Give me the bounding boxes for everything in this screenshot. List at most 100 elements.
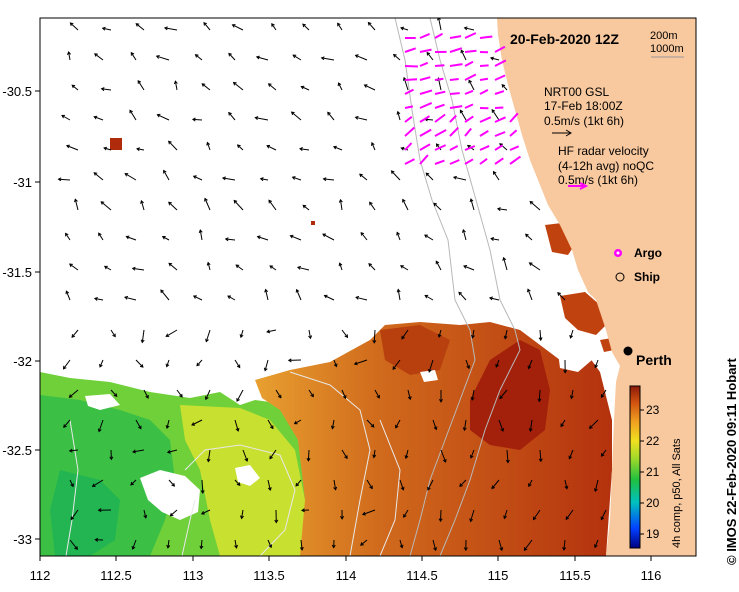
gsl-velocity-arrowhead [400, 486, 405, 491]
hf-velocity-arrow [404, 158, 415, 165]
gsl-velocity-arrowhead [205, 338, 209, 343]
gsl-velocity-arrow [438, 18, 442, 31]
gsl-velocity-arrowhead [165, 425, 170, 430]
gsl-velocity-arrow [132, 539, 137, 550]
hf-radar-velocity-arrows [404, 32, 521, 165]
gsl-velocity-arrow [395, 419, 401, 429]
gsl-velocity-arrowhead [399, 544, 404, 549]
gsl-velocity-arrow [296, 289, 302, 301]
y-tick-label: -31 [13, 175, 32, 190]
gsl-velocity-arrowhead [63, 424, 67, 429]
gsl-velocity-arrowhead [301, 508, 305, 513]
hf-velocity-arrow [434, 32, 443, 39]
hf-velocity-arrow [419, 101, 433, 109]
gsl-velocity-arrowhead [308, 335, 313, 340]
gsl-velocity-arrowhead [254, 116, 259, 120]
gsl-velocity-arrow [425, 172, 434, 181]
gsl-velocity-arrowhead [267, 83, 272, 87]
gsl-velocity-arrow [70, 22, 79, 31]
gsl-velocity-arrowhead [424, 294, 429, 299]
gsl-velocity-arrow [570, 389, 574, 399]
gsl-velocity-arrow [233, 82, 244, 91]
x-tick-label: 113.5 [253, 568, 285, 583]
gsl-velocity-arrowhead [499, 395, 503, 400]
gsl-velocity-arrow [92, 479, 104, 487]
gsl-velocity-arrow [364, 84, 376, 91]
gsl-velocity-arrowhead [198, 229, 203, 234]
hf-velocity-arrow [449, 63, 463, 67]
gsl-velocity-arrow [331, 419, 335, 429]
hf-velocity-arrow [509, 112, 519, 123]
colorbar-gradient [629, 385, 641, 549]
gsl-velocity-arrow [426, 52, 434, 61]
gsl-velocity-arrowhead [353, 361, 358, 366]
gsl-velocity-arrow [503, 257, 508, 271]
gsl-velocity-arrowhead [103, 146, 108, 151]
gsl-velocity-arrow [165, 329, 178, 337]
gsl-velocity-arrow [391, 170, 401, 181]
gsl-velocity-arrowhead [165, 333, 170, 337]
gsl-velocity-arrow [374, 389, 380, 399]
gsl-velocity-arrow [438, 329, 442, 338]
gsl-velocity-arrowhead [206, 261, 211, 266]
gsl-velocity-arrowhead [271, 22, 275, 27]
plot-frame [39, 17, 697, 557]
gsl-velocity-arrowhead [287, 358, 292, 363]
gsl-velocity-arrow [333, 479, 337, 490]
gsl-velocity-arrow [470, 509, 475, 522]
gsl-velocity-arrowhead [532, 516, 537, 521]
gsl-velocity-arrow [301, 86, 310, 91]
gsl-velocity-arrowhead [402, 198, 406, 203]
gsl-velocity-arrow [163, 170, 170, 181]
gsl-velocity-arrow [69, 539, 78, 550]
gsl-velocity-arrowhead [98, 232, 102, 237]
gsl-velocity-arrowhead [593, 488, 598, 493]
gsl-velocity-arrow [271, 23, 277, 31]
gsl-velocity-arrowhead [594, 544, 598, 549]
gsl-velocity-arrowhead [392, 366, 396, 370]
gsl-velocity-arrowhead [452, 175, 457, 180]
hf-velocity-arrow [419, 143, 431, 151]
gsl-velocity-arrow [166, 419, 170, 429]
gsl-velocity-arrow [427, 479, 434, 491]
gsl-velocity-arrow [61, 115, 71, 121]
gsl-velocity-arrowhead [466, 365, 471, 370]
gsl-velocity-arrow [207, 449, 211, 462]
gsl-velocity-arrow [594, 539, 599, 548]
gsl-velocity-arrow [539, 449, 542, 462]
gsl-velocity-arrow [98, 419, 104, 432]
gsl-velocity-arrowhead [299, 147, 303, 151]
gsl-velocity-arrow [94, 298, 104, 301]
gsl-velocity-arrowhead [140, 339, 145, 344]
gsl-velocity-arrowhead [68, 394, 73, 398]
gsl-velocity-arrow [206, 142, 211, 151]
gsl-velocity-arrow [297, 266, 310, 271]
hf-velocity-arrow [464, 103, 474, 109]
hf-velocity-arrow [434, 113, 446, 123]
gsl-velocity-arrow [135, 23, 145, 31]
gsl-velocity-arrow [341, 449, 348, 459]
gsl-velocity-arrowhead [163, 26, 168, 31]
gsl-velocity-arrowhead [269, 425, 274, 430]
gsl-velocity-arrow [164, 27, 178, 31]
hf-velocity-arrow [494, 59, 507, 67]
gsl-velocity-arrowhead [196, 362, 201, 367]
gsl-velocity-arrowhead [100, 201, 105, 205]
gsl-velocity-arrow [168, 479, 175, 487]
gsl-velocity-arrowhead [467, 144, 471, 149]
gsl-velocity-arrow [100, 201, 112, 211]
gsl-velocity-arrowhead [277, 394, 282, 399]
gsl-velocity-arrowhead [425, 172, 430, 177]
hf-velocity-arrow [404, 126, 416, 137]
gsl-velocity-arrowhead [538, 337, 543, 342]
gsl-velocity-arrow [366, 419, 375, 428]
gsl-velocity-arrowhead [355, 295, 360, 300]
gsl-velocity-arrowhead [97, 508, 102, 513]
gsl-velocity-arrow [129, 110, 137, 121]
gsl-velocity-arrowhead [255, 55, 260, 60]
gsl-velocity-arrow [236, 389, 244, 402]
gsl-velocity-arrowhead [205, 396, 209, 401]
gsl-velocity-arrow [160, 289, 170, 301]
gsl-velocity-arrowhead [469, 454, 474, 459]
gsl-velocity-arrow [205, 329, 211, 342]
